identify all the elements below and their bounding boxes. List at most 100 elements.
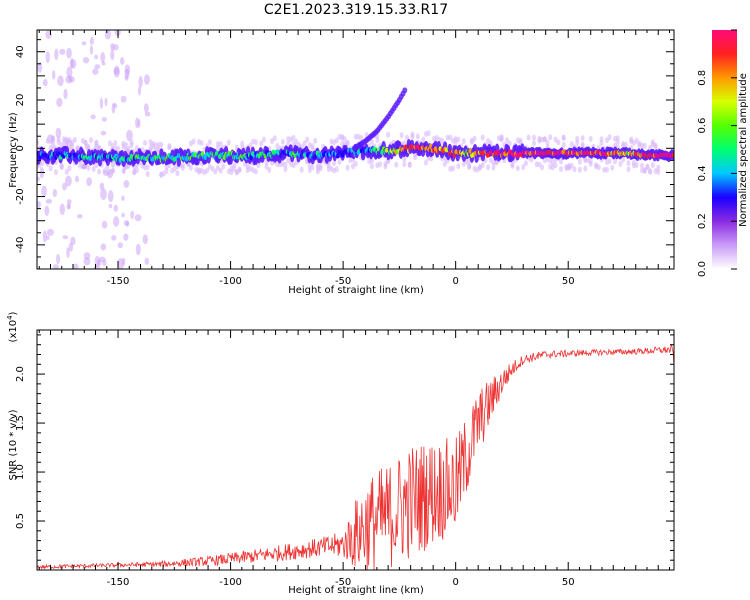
noise-blob — [66, 47, 72, 59]
spread-blob — [642, 167, 647, 174]
x-tick-label: 0 — [452, 276, 458, 287]
spread-blob — [207, 139, 212, 146]
spread-blob — [410, 133, 415, 140]
spread-blob — [305, 136, 310, 143]
spread-blob — [310, 164, 315, 171]
noise-blob — [101, 220, 108, 229]
noise-blob — [137, 86, 142, 96]
spread-blob — [51, 141, 56, 148]
colorbar-tick-label: 0.8 — [697, 70, 708, 86]
noise-blob — [52, 189, 58, 198]
spread-blob — [596, 164, 601, 171]
spread-blob — [556, 139, 561, 146]
y-tick-label: 0.5 — [15, 513, 26, 529]
noise-blob — [70, 59, 77, 69]
noise-blob — [44, 205, 50, 217]
spread-blob — [402, 161, 407, 168]
spread-blob — [561, 141, 566, 148]
spread-blob — [259, 140, 264, 147]
spread-blob — [577, 166, 582, 173]
noise-blob — [143, 74, 150, 85]
noise-blob — [100, 188, 107, 200]
noise-blob — [82, 57, 90, 64]
noise-blob — [82, 164, 87, 170]
spread-blob — [575, 139, 580, 146]
noise-blob — [120, 95, 127, 103]
x-tick-label: -150 — [107, 276, 130, 287]
spread-blob — [272, 135, 277, 142]
spread-blob — [531, 140, 536, 147]
noise-blob — [75, 175, 80, 183]
spread-blob — [653, 142, 658, 149]
spread-blob — [353, 160, 358, 167]
noise-blob — [104, 97, 108, 107]
noise-blob — [112, 44, 119, 51]
spread-blob — [124, 141, 129, 148]
noise-blob — [62, 235, 69, 240]
spread-blob — [267, 166, 272, 173]
spread-blob — [548, 134, 553, 141]
spread-blob — [426, 130, 431, 137]
spread-blob — [375, 137, 380, 144]
x-tick-label: -100 — [219, 276, 242, 287]
noise-blob — [66, 199, 72, 205]
noise-blob — [121, 212, 125, 218]
spread-blob — [283, 166, 288, 173]
spread-blob — [583, 165, 588, 172]
spread-blob — [134, 167, 139, 174]
spread-blob — [545, 139, 550, 146]
spread-blob — [369, 163, 374, 170]
spread-blob — [613, 158, 618, 165]
noise-blob — [113, 204, 119, 212]
noise-blob — [100, 51, 106, 63]
spread-blob — [515, 165, 520, 172]
noise-blob — [83, 257, 91, 266]
noise-blob — [86, 177, 93, 187]
spread-blob — [218, 167, 223, 174]
spread-blob — [499, 136, 504, 143]
noise-blob — [46, 228, 54, 236]
snr-line — [37, 344, 674, 570]
spectrogram-heatmap — [37, 30, 674, 269]
spread-blob — [86, 164, 91, 171]
spread-blob — [164, 167, 169, 174]
spread-blob — [629, 136, 634, 143]
snr-series — [37, 344, 674, 570]
snr-panel: -150 -100 -50 0 50 0.5 1.0 1.5 2.0 Height of st… — [6, 311, 675, 596]
spread-blob — [78, 162, 83, 169]
noise-blob — [81, 41, 87, 46]
noise-blob — [50, 135, 56, 144]
spread-blob — [334, 137, 339, 144]
colorbar-tick-label: 0.2 — [697, 213, 708, 229]
spread-blob — [64, 169, 69, 176]
snr-y-scale: (x104) — [6, 311, 19, 342]
spectrogram-x-label: Height of straight line (km) — [288, 285, 424, 296]
spread-blob — [369, 138, 374, 145]
spread-blob — [526, 134, 531, 141]
spread-blob — [213, 168, 218, 175]
spread-blob — [280, 138, 285, 145]
noise-blob — [68, 76, 75, 83]
spectrogram-panel: -150 -100 -50 0 50 -40 -20 0 20 40 Height of str… — [8, 29, 675, 296]
spread-blob — [621, 156, 626, 163]
noise-blob — [89, 45, 94, 55]
spread-blob — [313, 137, 318, 144]
spread-blob — [248, 142, 253, 149]
noise-blob — [59, 48, 66, 55]
noise-blob — [99, 182, 105, 191]
spread-blob — [145, 164, 150, 171]
spread-blob — [126, 145, 131, 152]
noise-blob — [45, 198, 53, 204]
spread-blob — [442, 161, 447, 168]
noise-blob — [108, 203, 113, 209]
spread-blob — [580, 141, 585, 148]
spread-blob — [480, 162, 485, 169]
spread-blob — [577, 158, 582, 165]
spread-blob — [345, 164, 350, 171]
spread-blob — [167, 142, 172, 149]
spread-blob — [156, 146, 161, 153]
spread-blob — [286, 140, 291, 147]
spread-blob — [491, 164, 496, 171]
spread-blob — [650, 139, 655, 146]
spread-blob — [40, 159, 45, 166]
